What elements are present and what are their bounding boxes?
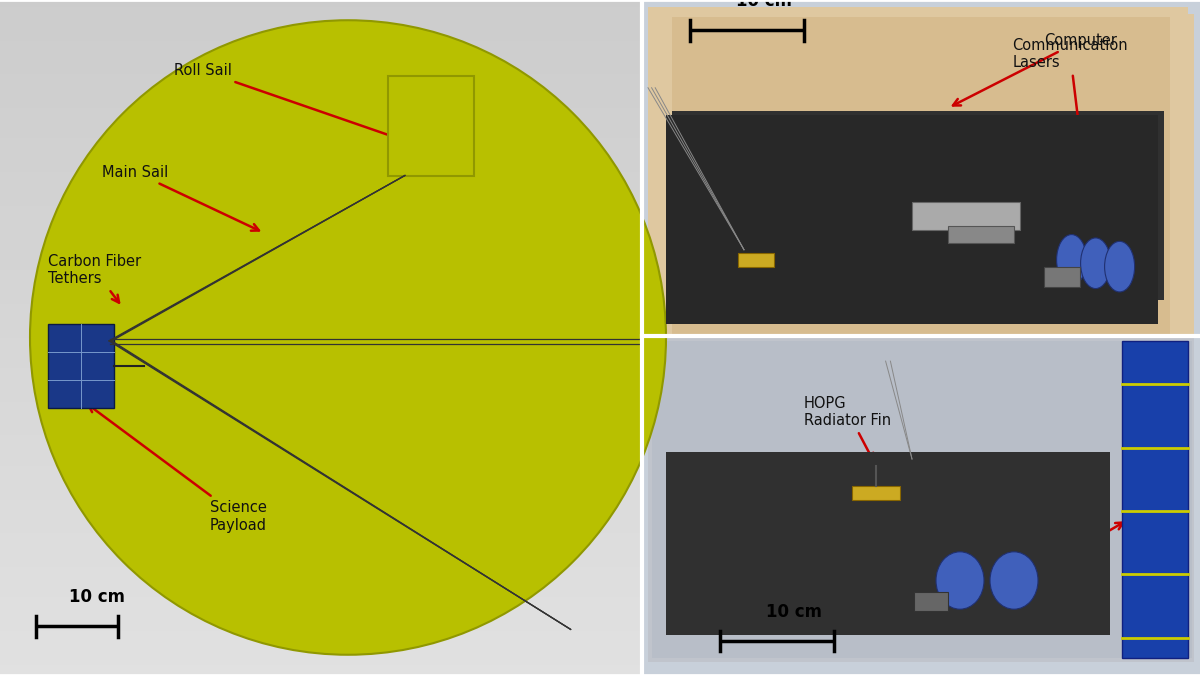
Ellipse shape	[936, 552, 984, 609]
Bar	[48, 324, 114, 408]
Bar	[666, 115, 1158, 324]
Bar	[0, 641, 642, 675]
Bar	[0, 641, 642, 675]
Bar	[672, 17, 1170, 334]
Text: Communication
Lasers: Communication Lasers	[1013, 38, 1128, 130]
Bar	[0, 641, 642, 675]
Bar	[0, 641, 642, 675]
Bar	[0, 641, 642, 675]
Text: HOPG
Radiator Fin: HOPG Radiator Fin	[804, 396, 892, 461]
Ellipse shape	[990, 552, 1038, 609]
Bar	[0, 641, 642, 675]
Bar	[0, 641, 642, 675]
Text: Solar Cells: Solar Cells	[996, 522, 1123, 581]
Bar	[0, 641, 642, 675]
Bar	[652, 341, 1192, 658]
Ellipse shape	[30, 20, 666, 655]
Ellipse shape	[1056, 235, 1087, 285]
Bar	[852, 486, 900, 500]
Bar	[0, 641, 642, 675]
Bar	[0, 641, 642, 675]
Text: Main Sail: Main Sail	[102, 165, 259, 231]
Text: 10 cm: 10 cm	[766, 603, 822, 621]
Bar	[912, 202, 1020, 230]
Bar	[1122, 341, 1188, 658]
Text: Carbon Fiber
Tethers: Carbon Fiber Tethers	[48, 254, 142, 302]
Bar	[0, 641, 642, 675]
Bar	[0, 641, 642, 675]
Bar	[0, 641, 642, 675]
Bar	[0, 641, 642, 675]
Text: Roll Sail: Roll Sail	[174, 63, 403, 141]
Bar	[1044, 267, 1080, 287]
Ellipse shape	[1081, 238, 1111, 289]
Text: 10 cm: 10 cm	[68, 588, 125, 606]
Text: Computer: Computer	[953, 33, 1117, 105]
Bar	[0, 641, 642, 675]
Bar	[648, 7, 1188, 14]
Bar	[0, 641, 642, 675]
Bar	[738, 253, 774, 267]
Bar	[388, 76, 474, 176]
Bar	[0, 641, 642, 675]
Bar	[914, 592, 948, 611]
Bar	[0, 641, 642, 675]
Bar	[0, 641, 642, 675]
Text: Camera: Camera	[1058, 155, 1116, 224]
Bar	[948, 226, 1014, 243]
Bar	[672, 111, 1164, 300]
Bar	[666, 452, 1110, 634]
Text: MEMS
Motors: MEMS Motors	[720, 217, 770, 254]
Bar	[648, 14, 1194, 334]
Bar	[0, 641, 642, 675]
Ellipse shape	[1105, 242, 1135, 292]
Bar	[648, 338, 1194, 662]
Text: Science
Payload: Science Payload	[89, 405, 266, 533]
Text: 10 cm: 10 cm	[736, 0, 792, 10]
